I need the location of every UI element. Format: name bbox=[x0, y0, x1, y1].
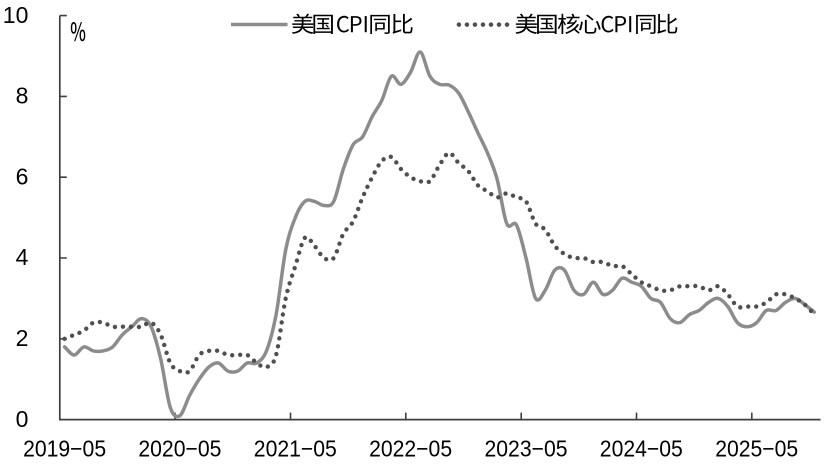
svg-text:2020−05: 2020−05 bbox=[138, 436, 221, 462]
svg-text:2023−05: 2023−05 bbox=[485, 436, 568, 462]
svg-text:2024−05: 2024−05 bbox=[600, 436, 683, 462]
svg-text:8: 8 bbox=[16, 83, 29, 109]
svg-text:0: 0 bbox=[16, 406, 29, 432]
svg-text:4: 4 bbox=[16, 244, 29, 270]
svg-text:6: 6 bbox=[16, 163, 29, 189]
svg-text:2022−05: 2022−05 bbox=[369, 436, 452, 462]
svg-text:2019−05: 2019−05 bbox=[23, 436, 106, 462]
svg-text:10: 10 bbox=[3, 2, 29, 28]
svg-text:2025−05: 2025−05 bbox=[715, 436, 798, 462]
svg-text:2: 2 bbox=[16, 325, 29, 351]
svg-text:2021−05: 2021−05 bbox=[254, 436, 337, 462]
